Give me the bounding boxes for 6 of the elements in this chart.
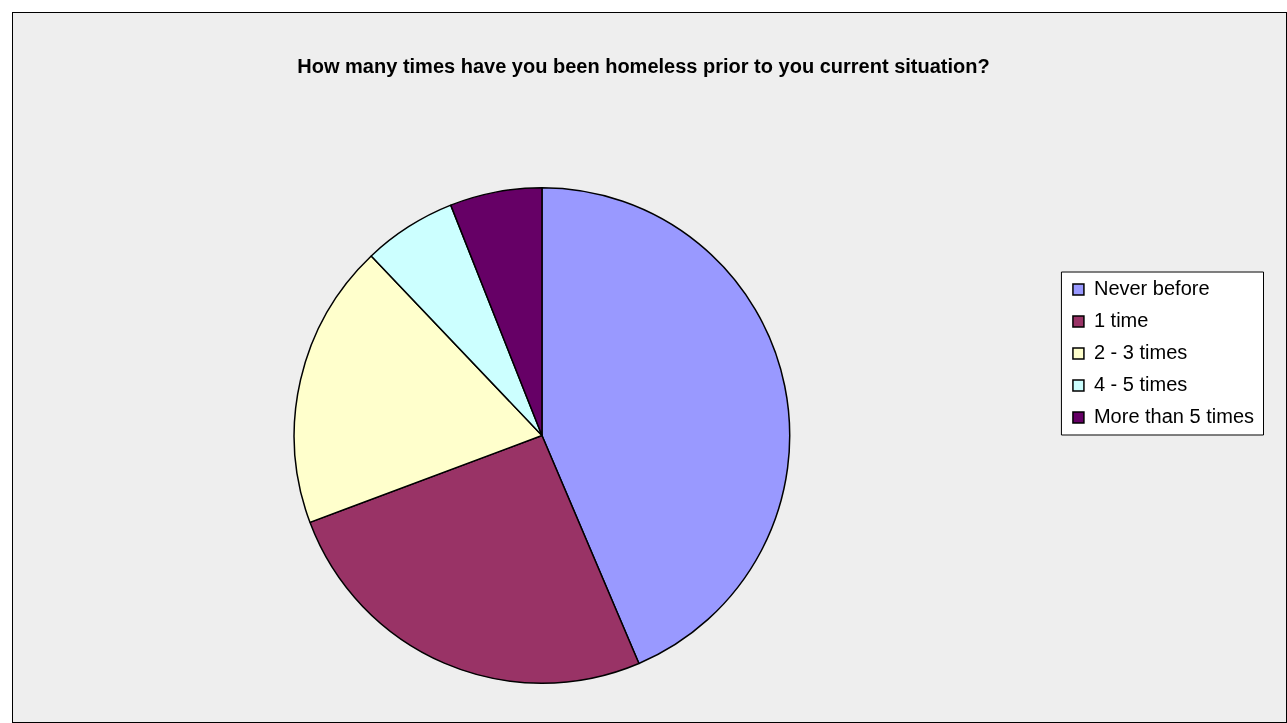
legend-label: 1 time: [1093, 309, 1149, 332]
legend-label: 2 - 3 times: [1093, 341, 1188, 364]
legend-label: Never before: [1093, 277, 1210, 300]
legend-label: 4 - 5 times: [1093, 373, 1188, 396]
chart-title: How many times have you been homeless prior to you current situation?: [297, 54, 990, 77]
legend-label: More than 5 times: [1093, 405, 1255, 428]
